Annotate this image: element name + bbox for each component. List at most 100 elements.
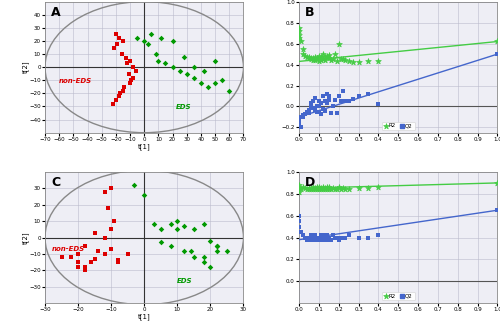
- Point: [107, 186, 115, 191]
- Point: [319, 106, 327, 111]
- Point: [325, 53, 333, 58]
- Point: [307, 235, 315, 240]
- Point: [133, 36, 141, 41]
- Point: [344, 59, 352, 64]
- Point: [80, 243, 88, 248]
- Point: [321, 237, 329, 242]
- Point: [295, 120, 303, 125]
- Point: [174, 218, 182, 224]
- Point: [295, 33, 303, 38]
- Point: [107, 246, 115, 252]
- Point: [80, 264, 88, 270]
- Point: [313, 104, 321, 109]
- Point: [334, 93, 342, 99]
- Point: [313, 235, 321, 240]
- Point: [364, 91, 372, 97]
- Text: non-EDS: non-EDS: [52, 246, 84, 252]
- Point: [327, 110, 335, 116]
- Point: [354, 186, 362, 191]
- Point: [311, 107, 319, 112]
- Point: [305, 237, 313, 242]
- Point: [332, 110, 340, 116]
- Point: [311, 55, 319, 60]
- Point: [323, 184, 331, 190]
- Point: [329, 57, 337, 62]
- Point: [354, 60, 362, 65]
- Text: EDS: EDS: [178, 278, 193, 284]
- Point: [166, 243, 174, 248]
- Point: [118, 51, 126, 57]
- Point: [211, 58, 219, 63]
- Point: [327, 237, 335, 242]
- Text: EDS: EDS: [176, 104, 191, 110]
- Point: [157, 227, 165, 232]
- Point: [174, 227, 182, 232]
- Point: [315, 237, 323, 242]
- Point: [331, 235, 339, 240]
- Point: [321, 55, 329, 60]
- Y-axis label: t[2]: t[2]: [22, 231, 29, 244]
- Point: [301, 111, 309, 117]
- Point: [331, 98, 339, 103]
- Point: [200, 259, 208, 265]
- Point: [315, 109, 323, 115]
- Point: [303, 237, 311, 242]
- Point: [152, 51, 160, 57]
- Point: [305, 55, 313, 60]
- Point: [334, 237, 342, 242]
- Y-axis label: t[2]: t[2]: [22, 61, 29, 74]
- Point: [323, 233, 331, 238]
- Point: [319, 187, 327, 192]
- Point: [315, 104, 323, 109]
- Point: [311, 233, 319, 238]
- Point: [299, 112, 307, 118]
- Point: [297, 229, 305, 235]
- Point: [344, 233, 352, 238]
- Point: [119, 38, 127, 44]
- Point: [213, 243, 221, 248]
- Point: [338, 235, 346, 240]
- Legend: R2, Q2: R2, Q2: [382, 292, 414, 300]
- Point: [317, 55, 325, 60]
- Point: [200, 254, 208, 260]
- Point: [329, 104, 337, 109]
- Point: [295, 224, 303, 229]
- Point: [336, 235, 344, 240]
- Point: [166, 222, 174, 227]
- Point: [295, 25, 303, 31]
- Point: [157, 36, 165, 41]
- Point: [183, 71, 191, 76]
- Legend: R2, Q2: R2, Q2: [382, 122, 414, 130]
- Point: [315, 235, 323, 240]
- Point: [114, 258, 122, 263]
- Point: [126, 58, 134, 63]
- Point: [104, 205, 112, 211]
- Point: [301, 186, 309, 191]
- Point: [334, 184, 342, 190]
- Point: [295, 213, 303, 218]
- Point: [309, 99, 317, 104]
- Point: [309, 56, 317, 61]
- Point: [338, 88, 346, 94]
- Point: [120, 84, 128, 90]
- Point: [213, 243, 221, 248]
- Point: [297, 125, 305, 130]
- Point: [305, 187, 313, 192]
- Point: [317, 58, 325, 63]
- Point: [299, 46, 307, 52]
- Point: [74, 251, 82, 256]
- Point: [305, 56, 313, 61]
- Point: [150, 222, 158, 227]
- Point: [74, 264, 82, 270]
- Point: [88, 259, 96, 265]
- Point: [110, 45, 118, 50]
- Point: [190, 75, 198, 80]
- Point: [323, 235, 331, 240]
- Point: [148, 32, 156, 37]
- Point: [100, 235, 108, 240]
- Point: [319, 184, 327, 190]
- Point: [317, 101, 325, 106]
- Point: [307, 101, 315, 106]
- Point: [307, 57, 315, 62]
- Point: [109, 101, 117, 107]
